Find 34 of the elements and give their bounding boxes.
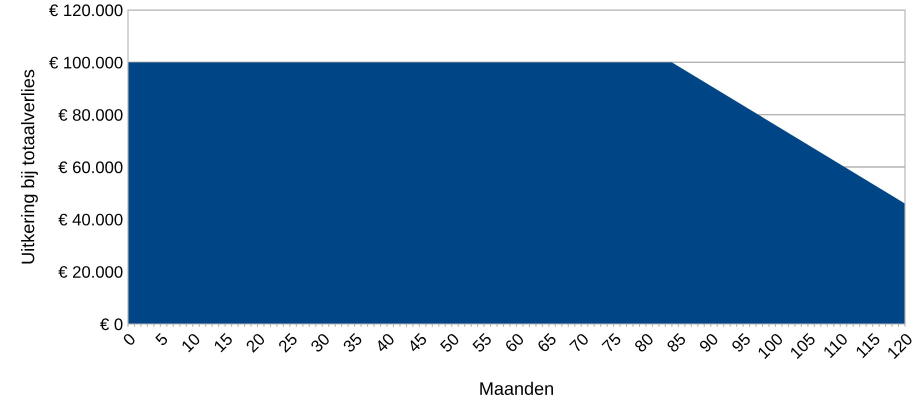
y-tick-label: € 120.000 (49, 4, 122, 16)
x-tick-label: 105 (789, 332, 816, 360)
x-tick-label: 65 (536, 332, 558, 353)
x-tick-label: 25 (278, 332, 298, 353)
x-tick-label: 100 (757, 332, 784, 360)
y-axis-title: Uitkering bij totaalverlies (21, 70, 38, 264)
x-tick-label: 5 (154, 332, 169, 346)
x-tick-label: 85 (666, 332, 687, 353)
x-tick-label: 60 (504, 332, 525, 353)
y-tick-label: € 100.000 (49, 56, 122, 69)
x-tick-label: 15 (213, 332, 234, 353)
y-tick-label: € 40.000 (58, 214, 122, 226)
x-tick-label: 45 (406, 332, 428, 354)
x-tick-label: 30 (310, 332, 330, 353)
x-axis-title: Maanden (480, 382, 553, 395)
x-tick-label: 90 (698, 332, 719, 353)
y-tick-label: € 80.000 (58, 109, 122, 121)
x-tick-label: 95 (730, 332, 752, 353)
x-tick-label: 70 (569, 332, 590, 353)
x-tick-label: 20 (245, 332, 266, 353)
y-tick-label: € 20.000 (58, 266, 122, 278)
x-tick-label: 10 (180, 332, 201, 353)
x-tick-label: 0 (122, 332, 136, 346)
x-tick-label: 35 (342, 332, 363, 353)
x-tick-label: 40 (374, 332, 396, 354)
y-tick-label: € 60.000 (58, 161, 122, 174)
x-tick-label: 55 (472, 332, 492, 353)
x-tick-label: 120 (886, 332, 914, 360)
x-tick-label: 110 (822, 332, 848, 358)
x-tick-label: 115 (855, 332, 881, 358)
y-tick-label: € 0 (100, 318, 122, 330)
x-tick-label: 75 (602, 332, 622, 353)
x-tick-label: 80 (634, 332, 654, 353)
x-tick-label: 50 (439, 332, 460, 353)
